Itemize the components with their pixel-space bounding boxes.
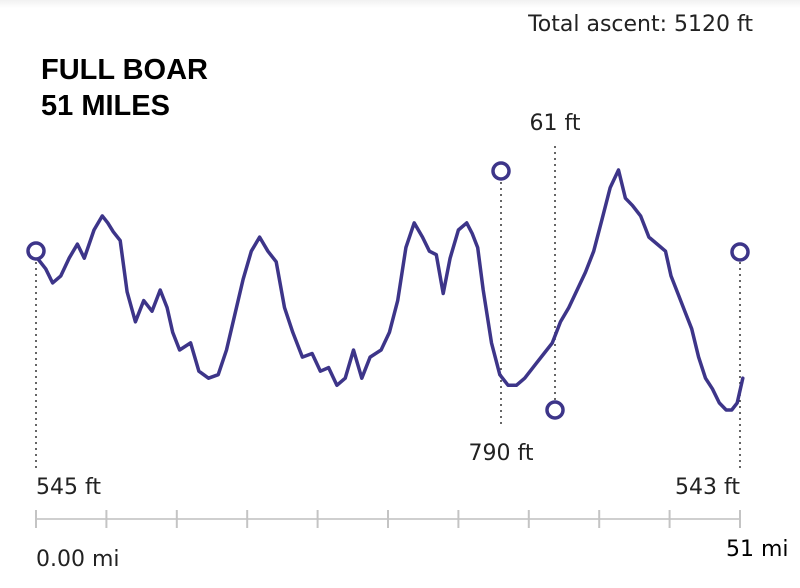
elevation-line bbox=[34, 168, 745, 412]
chart-title: FULL BOAR 51 MILES bbox=[41, 52, 208, 124]
x-axis bbox=[35, 510, 741, 528]
marker-point-start bbox=[26, 241, 46, 261]
title-line-2: 51 MILES bbox=[41, 90, 170, 122]
x-tick-label-start: 0.00 mi bbox=[36, 547, 120, 572]
markers bbox=[26, 161, 750, 420]
marker-guides bbox=[35, 146, 741, 470]
top-shadow-bar bbox=[0, 0, 800, 8]
marker-label-start: 545 ft bbox=[36, 475, 101, 500]
title-line-1: FULL BOAR bbox=[41, 54, 209, 86]
marker-point-max bbox=[491, 161, 511, 181]
marker-label-end: 543 ft bbox=[675, 475, 740, 500]
marker-point-end bbox=[730, 242, 750, 262]
marker-label-max: 790 ft bbox=[469, 441, 534, 466]
marker-point-min bbox=[545, 400, 565, 420]
total-ascent-label: Total ascent: 5120 ft bbox=[528, 12, 753, 37]
marker-labels: 545 ft 790 ft 61 ft 543 ft bbox=[36, 111, 740, 500]
x-tick-label-end: 51 mi bbox=[726, 537, 789, 562]
marker-label-min: 61 ft bbox=[530, 111, 581, 136]
